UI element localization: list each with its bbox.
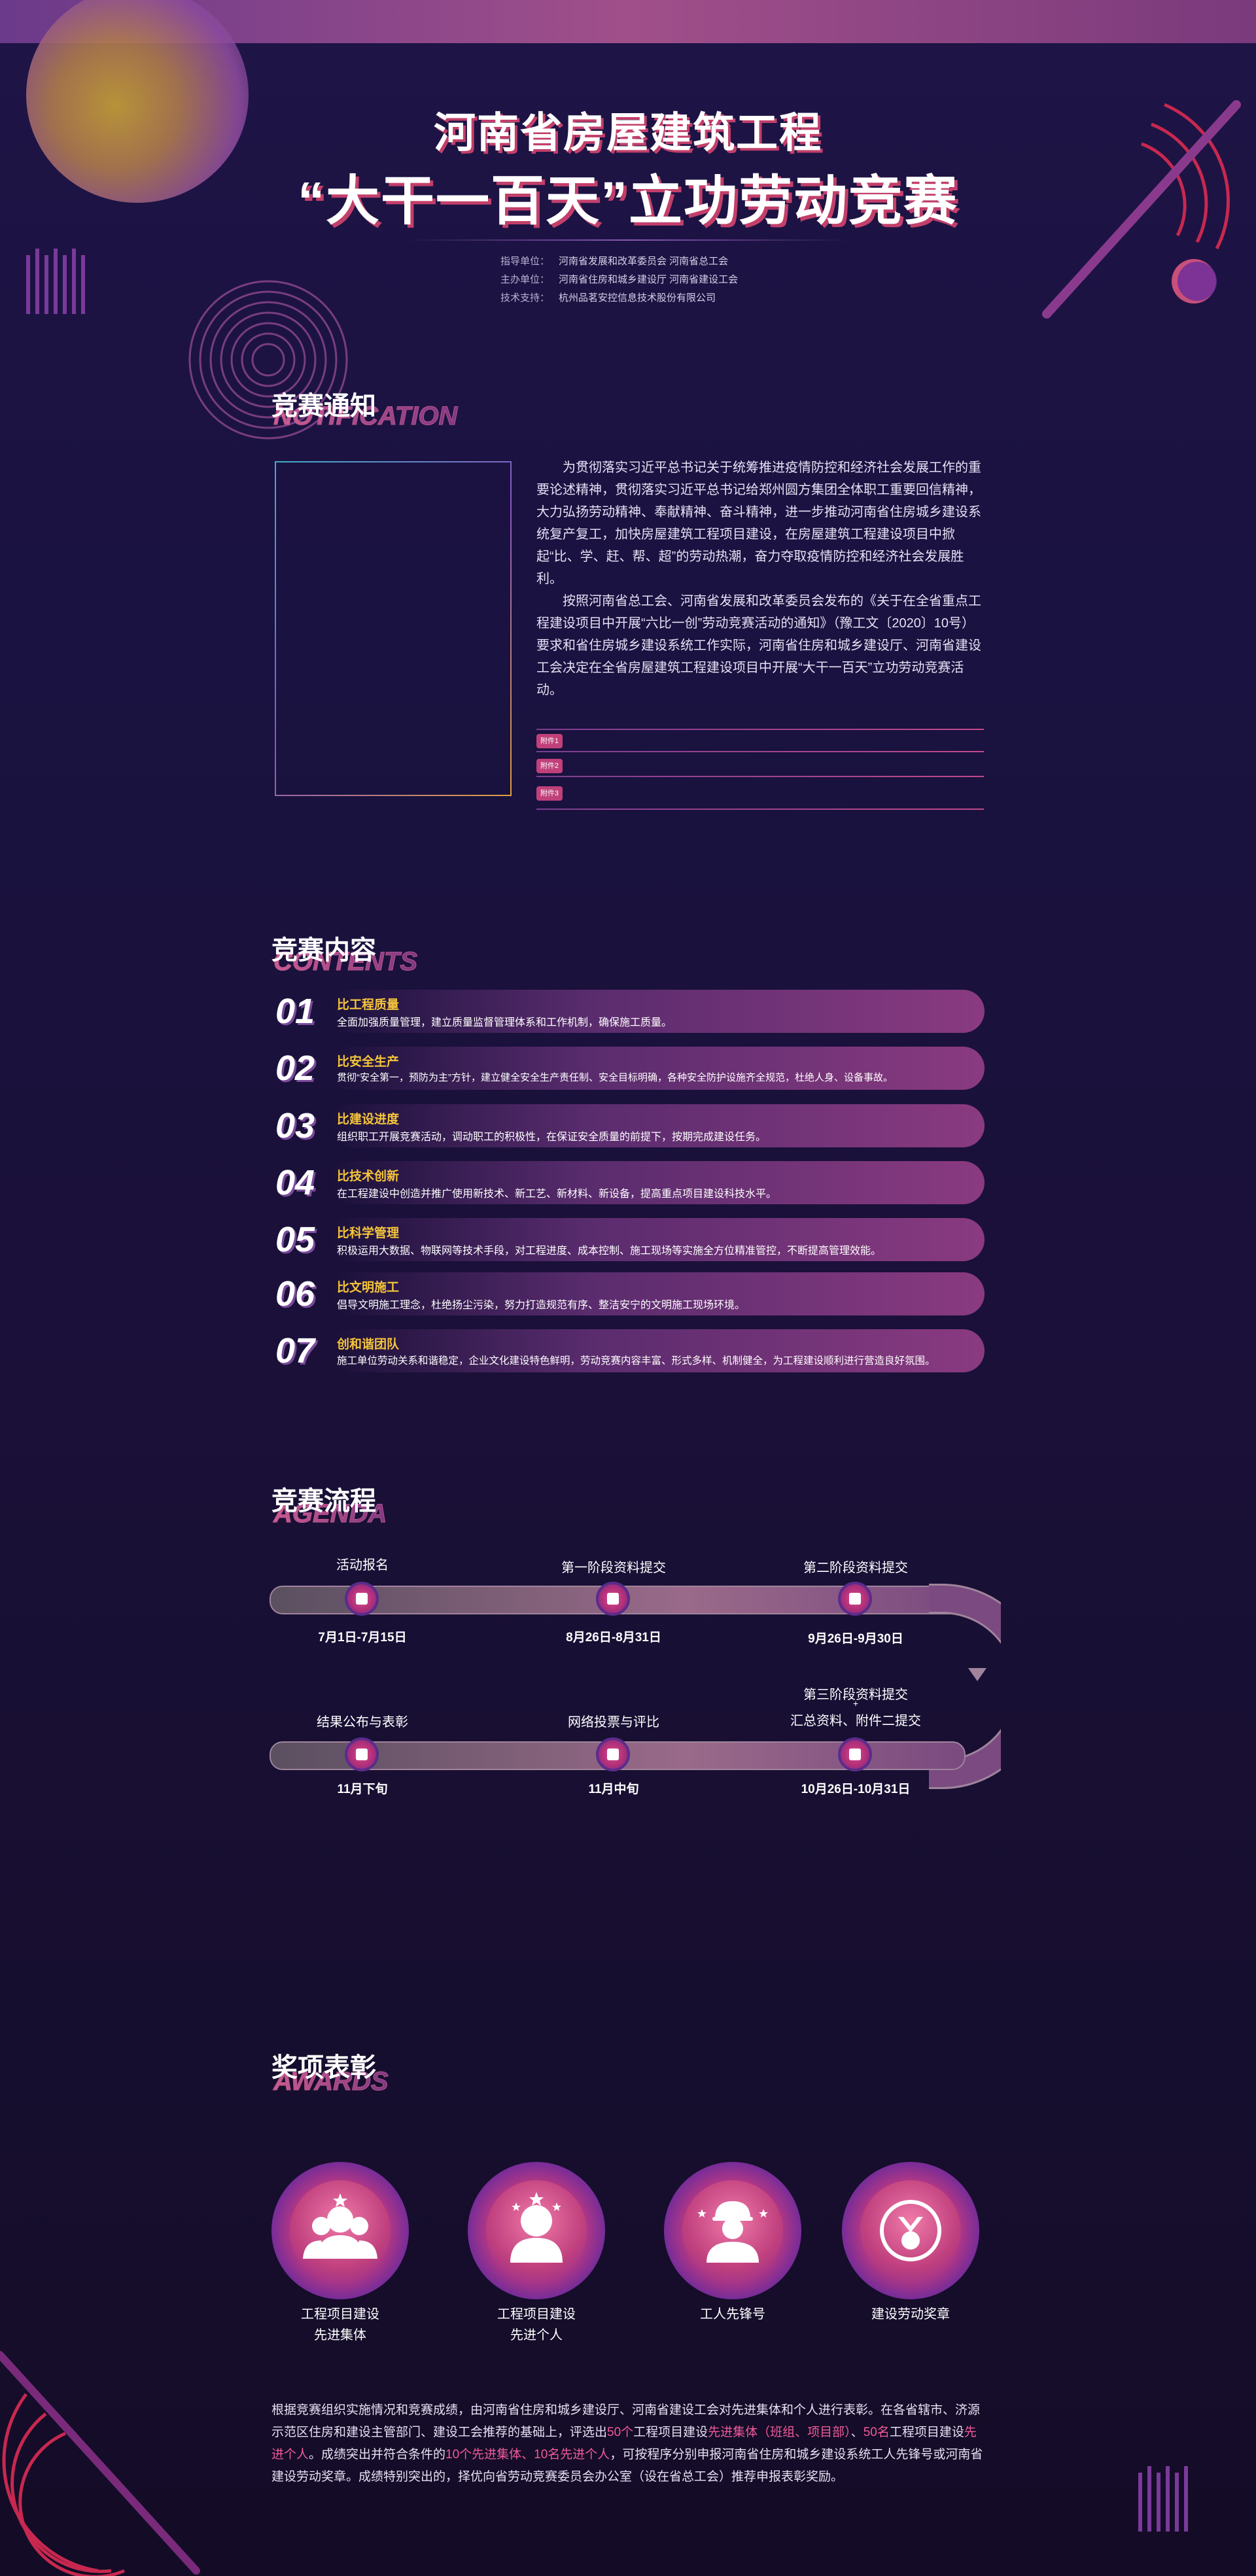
notice-paragraph-2: 按照河南省总工会、河南省发展和改革委员会发布的《关于在全省重点工程建设项目中开展… bbox=[536, 594, 981, 697]
stage-date: 9月26日-9月30日 bbox=[808, 1632, 903, 1646]
inbox-icon bbox=[596, 1582, 630, 1616]
agenda-subtitle: AGENDA bbox=[273, 1499, 387, 1529]
chart-icon bbox=[596, 1737, 630, 1771]
edit-icon bbox=[345, 1582, 379, 1616]
stage-name: 活动报名 bbox=[336, 1558, 389, 1573]
stage-name: 第一阶段资料提交 bbox=[561, 1561, 666, 1575]
decorative-rings bbox=[188, 280, 348, 440]
contest-item: 04 比技术创新 在工程建设中创造并推广使用新技术、新工艺、新材料、新设备，提高重点… bbox=[271, 1161, 985, 1204]
notice-subtitle: NOTIFICATION bbox=[273, 402, 458, 431]
contest-item: 06 比文明施工 倡导文明施工理念，杜绝扬尘污染，努力打造规范有序、整洁安宁的文明施… bbox=[271, 1272, 985, 1315]
stage-name: 结果公布与表彰 bbox=[317, 1715, 408, 1730]
notice-title: 竞赛通知 bbox=[271, 392, 376, 421]
awards-subtitle: AWARDS bbox=[273, 2067, 389, 2097]
stage-name: 第二阶段资料提交 bbox=[803, 1561, 908, 1575]
decorative-arcs-top-right bbox=[1042, 100, 1241, 319]
edit-icon bbox=[345, 1737, 379, 1771]
stage-name-plus: + bbox=[852, 1698, 859, 1709]
stage-date: 11月下旬 bbox=[337, 1783, 388, 1796]
decorative-arcs-bottom-left bbox=[0, 2351, 200, 2576]
contest-item: 03 比建设进度 组织职工开展竞赛活动，调动职工的积极性，在保证安全质量的前提下，按… bbox=[271, 1104, 985, 1147]
decorative-gradient-orb bbox=[26, 0, 249, 203]
notice-paragraph-1: 为贯彻落实习近平总书记关于统筹推进疫情防控和经济社会发展工作的重要论述精神，贯彻… bbox=[536, 461, 981, 586]
attachment-2[interactable]: 附件2 bbox=[536, 754, 984, 777]
title-divider bbox=[406, 239, 850, 241]
stage-name-line1: 第三阶段资料提交 bbox=[803, 1688, 908, 1702]
contents-subtitle: CONTENTS bbox=[273, 947, 418, 977]
stage-date: 11月中旬 bbox=[588, 1783, 639, 1796]
attachment-3[interactable]: 附件3 bbox=[536, 786, 984, 816]
contest-item: 01 比工程质量 全面加强质量管理，建立质量监督管理体系和工作机制，确保施工质量。 bbox=[271, 990, 985, 1033]
decorative-stripes bbox=[26, 249, 85, 314]
contest-item: 02 比安全生产 贯彻“安全第一，预防为主”方针，建立健全安全生产责任制、安全目标明… bbox=[271, 1047, 985, 1090]
notice-body: 为贯彻落实习近平总书记关于统筹推进疫情防控和经济社会发展工作的重要论述精神，贯彻… bbox=[536, 457, 984, 701]
contents-title: 竞赛内容 bbox=[271, 936, 376, 965]
page-title-line1: 河南省房屋建筑工程 bbox=[434, 109, 822, 156]
notice-image-frame bbox=[275, 461, 512, 796]
award-label: 工程项目建设 先进个人 bbox=[497, 2307, 576, 2342]
award-label: 工程项目建设 先进集体 bbox=[301, 2307, 379, 2342]
stage-name-line2: 汇总资料、附件二提交 bbox=[790, 1714, 921, 1728]
contest-item: 05 比科学管理 积极运用大数据、物联网等技术手段，对工程进度、成本控制、施工现场等… bbox=[271, 1218, 985, 1261]
inbox-icon bbox=[838, 1582, 872, 1616]
agenda-title: 竞赛流程 bbox=[271, 1487, 376, 1516]
stage-name: 网络投票与评比 bbox=[568, 1715, 659, 1730]
awards-description: 根据竞赛组织实施情况和竞赛成绩，由河南省住房和城乡建设厅、河南省建设工会对先进集… bbox=[271, 2403, 983, 2484]
meta-tech: 技术支持： 杭州品茗安控信息技术股份有限公司 bbox=[500, 292, 716, 304]
agenda-track-curve bbox=[929, 1584, 1001, 1789]
person-icon bbox=[468, 2162, 605, 2299]
award-label: 工人先锋号 bbox=[700, 2307, 765, 2322]
awards-title: 奖项表彰 bbox=[271, 2053, 376, 2082]
medal-icon bbox=[842, 2162, 979, 2299]
award-label: 建设劳动奖章 bbox=[871, 2307, 950, 2322]
attachment-1[interactable]: 附件1 bbox=[536, 729, 984, 752]
page-title-line2: “大干一百天”立功劳动竞赛 bbox=[297, 171, 958, 231]
stage-date: 10月26日-10月31日 bbox=[801, 1783, 911, 1796]
stage-date: 7月1日-7月15日 bbox=[318, 1631, 407, 1645]
worker-icon bbox=[664, 2162, 801, 2299]
group-icon bbox=[271, 2162, 409, 2299]
inbox-icon bbox=[838, 1737, 872, 1771]
contest-item: 07 创和谐团队 施工单位劳动关系和谐稳定，企业文化建设特色鲜明，劳动竞赛内容丰富、… bbox=[271, 1329, 985, 1372]
meta-host: 主办单位： 河南省住房和城乡建设厅 河南省建设工会 bbox=[500, 274, 739, 285]
decorative-stripes-bottom bbox=[1138, 2466, 1188, 2532]
meta-guide: 指导单位： 河南省发展和改革委员会 河南省总工会 bbox=[500, 256, 729, 267]
stage-date: 8月26日-8月31日 bbox=[566, 1631, 661, 1645]
